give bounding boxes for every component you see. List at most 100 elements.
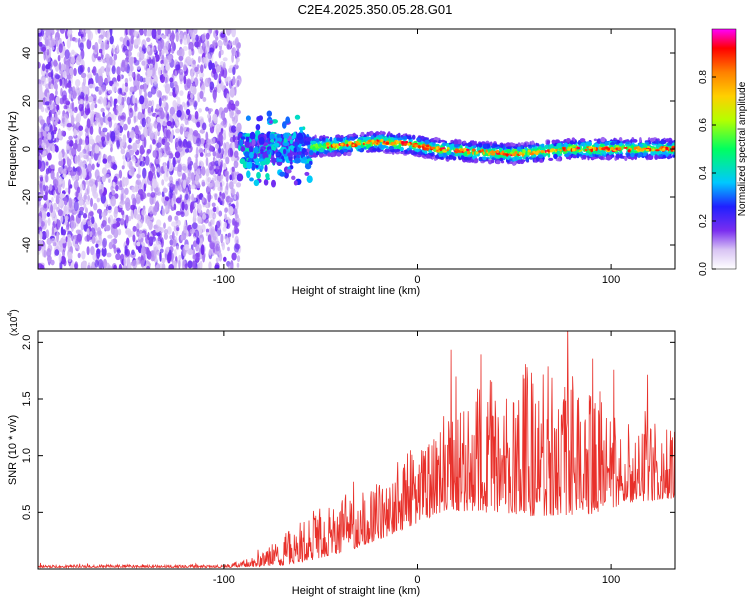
heatmap-cell [152,150,157,158]
heatmap-cell [471,148,476,152]
heatmap-cell [370,135,374,141]
heatmap-cell [137,111,142,121]
heatmap-cell [58,253,62,263]
heatmap-cell [119,88,122,94]
heatmap-cell [220,159,224,168]
heatmap-cell [315,138,320,143]
heatmap-cell [95,112,100,119]
heatmap-cell [101,136,106,142]
heatmap-cell [137,164,141,176]
heatmap-cell [169,180,174,188]
heatmap-cell [222,67,228,79]
heatmap-cell [86,246,90,256]
heatmap-cell [38,215,42,225]
heatmap-cell [192,254,197,260]
heatmap-cell [144,214,149,224]
heatmap-cell [120,148,126,155]
x-tick-label: 0 [414,574,420,586]
heatmap-cell [70,220,75,230]
heatmap-cell [79,206,85,212]
heatmap-cell [311,140,317,145]
heatmap-cell [48,111,52,118]
heatmap-cell [98,241,103,246]
heatmap-cell [516,146,522,152]
heatmap-cell [133,115,137,124]
heatmap-cell [95,72,99,84]
heatmap-cell [102,237,107,248]
heatmap-cell [489,151,492,154]
heatmap-cell [46,142,51,154]
heatmap-cell [224,235,227,240]
heatmap-cell [116,139,120,150]
heatmap-cell [496,149,500,154]
heatmap-cell [562,147,565,151]
heatmap-cell [45,107,49,113]
heatmap-cell [514,156,518,162]
heatmap-cell [160,38,164,49]
heatmap-cell [70,56,76,65]
heatmap-cell [388,145,394,150]
heatmap-cell [76,186,81,194]
heatmap-cell [102,158,108,164]
heatmap-cell [416,137,421,142]
colorbar: 0.00.20.40.60.8 Normalized spectral ampl… [698,28,748,276]
heatmap-cell [630,139,633,144]
heatmap-cell [632,139,638,143]
heatmap-cell [215,143,219,150]
heatmap-cell [211,62,215,71]
heatmap-cell [66,156,70,165]
y-tick-label: -20 [21,189,33,205]
heatmap-cell [157,122,161,132]
heatmap-cell [109,96,113,107]
x-tick-label: -100 [213,274,235,286]
heatmap-cell [114,206,119,215]
heatmap-cell [647,155,654,160]
heatmap-cell [129,86,135,93]
heatmap-cell [485,149,488,153]
heatmap-cell [194,110,199,120]
colorbar-ticks: 0.00.20.40.60.8 [698,70,716,276]
heatmap-cell [41,46,46,52]
heatmap-cell [220,49,224,56]
heatmap-cell [86,228,89,233]
heatmap-cell [64,187,69,193]
heatmap-cell [520,145,523,150]
heatmap-cell [442,142,447,147]
heatmap-cell [55,74,61,80]
y-tick-label: 1.0 [21,448,33,463]
heatmap-cell [183,75,187,85]
heatmap-cell [183,223,188,234]
heatmap-cell [125,227,131,236]
heatmap-cell [136,143,140,148]
heatmap-cell [442,152,447,158]
heatmap-cell [466,150,471,155]
heatmap-cell [411,134,416,140]
heatmap-cell [220,32,226,38]
heatmap-cell [74,37,78,43]
heatmap-cell [540,150,545,153]
heatmap-cell [184,263,188,269]
heatmap-cell [87,66,91,73]
heatmap-cell [146,30,151,37]
heatmap-cell [117,94,123,105]
heatmap-cell [214,264,220,269]
heatmap-cell [223,142,227,150]
heatmap-cell [655,149,660,152]
heatmap-cell [645,148,650,152]
heatmap-cell [86,118,91,129]
heatmap-cell [62,168,67,176]
heatmap-cell [486,158,489,162]
heatmap-cell [481,149,484,152]
heatmap-cell [138,46,143,53]
heatmap-cell [210,226,215,238]
snr-frame [37,330,676,570]
heatmap-cell [232,66,236,76]
heatmap-cell [555,139,558,144]
heatmap-cell [222,129,226,136]
heatmap-cell [217,186,223,192]
heatmap-cell [41,210,47,221]
heatmap-cell [100,107,105,113]
heatmap-cell [62,158,66,166]
heatmap-cell [175,128,180,134]
heatmap-cell [236,255,241,263]
